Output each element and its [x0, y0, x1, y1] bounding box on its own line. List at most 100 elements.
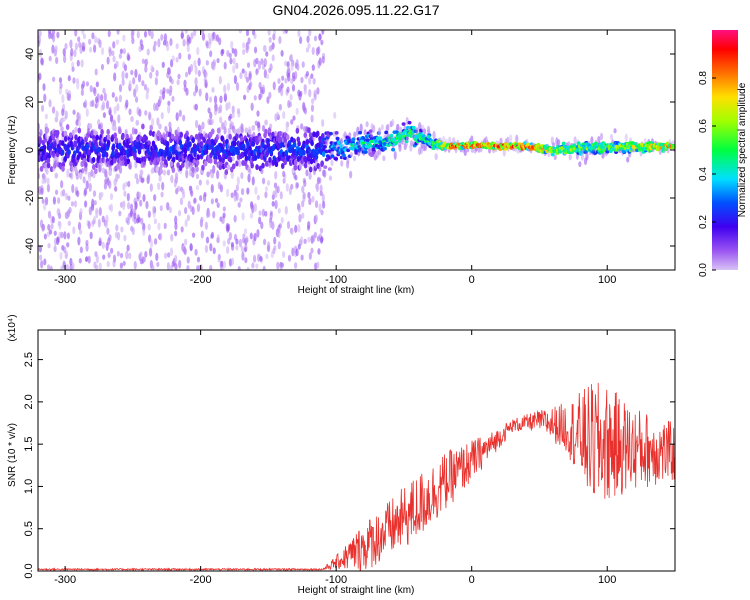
spectrogram-cell	[95, 264, 99, 270]
spectrogram-cell	[359, 123, 363, 133]
spectrogram-cell	[328, 131, 333, 136]
spectrogram-cell	[59, 82, 63, 90]
spectrogram-cell	[137, 216, 141, 223]
spectrogram-cell	[203, 160, 208, 167]
spectrogram-cell	[51, 216, 55, 224]
spectrogram-cell	[256, 228, 260, 238]
spectrogram-cell	[118, 210, 122, 217]
spectrogram-cell	[199, 141, 204, 148]
spectrogram-cell	[273, 236, 277, 245]
spectrogram-cell	[91, 203, 95, 212]
spectrogram-cell	[195, 173, 200, 180]
spectrogram-cell	[71, 184, 75, 194]
spectrogram-cell	[46, 157, 51, 164]
spectrogram-cell	[159, 205, 163, 212]
spectrogram-cell	[281, 75, 285, 81]
spectrogram-cell	[175, 112, 179, 122]
spectrogram-cell	[561, 141, 566, 146]
spectrogram-cell	[230, 40, 234, 50]
spectrogram-cell	[245, 30, 250, 37]
spectrogram-cell	[258, 210, 262, 216]
spectrogram-cell	[205, 179, 210, 186]
spectrogram-cell	[253, 154, 258, 161]
spectrogram-cell	[276, 261, 280, 270]
spectrogram-cell	[389, 133, 394, 138]
spectrogram-cell	[282, 30, 286, 35]
spectrogram-cell	[212, 211, 216, 219]
spectrogram-cell	[327, 167, 332, 171]
spectrogram-cell	[189, 63, 194, 72]
spectrogram-cell	[142, 228, 146, 236]
spectrogram-cell	[179, 197, 184, 206]
spectrogram-cell	[305, 138, 310, 145]
top-x-axis-label: Height of straight line (km)	[298, 285, 415, 296]
spectrogram-cell	[317, 46, 321, 55]
spectrogram-cell	[60, 231, 64, 239]
spectrogram-cell	[60, 149, 65, 156]
y-tick-label: -20	[24, 190, 36, 206]
spectrogram-cell	[306, 35, 310, 43]
spectrogram-cell	[153, 194, 157, 202]
spectrogram-cell	[590, 136, 594, 145]
spectrogram-cell	[69, 257, 73, 266]
spectrogram-cell	[293, 164, 298, 171]
spectrogram-cell	[252, 254, 257, 263]
spectrogram-cell	[159, 160, 164, 167]
spectrogram-cell	[321, 30, 325, 35]
spectrogram-cell	[121, 78, 125, 86]
spectrogram-cell	[59, 251, 63, 260]
spectrogram-cell	[184, 30, 188, 35]
spectrogram-cell	[144, 110, 148, 116]
spectrogram-cell	[165, 202, 169, 210]
spectrogram-cell	[48, 229, 53, 235]
spectrogram-cell	[312, 131, 316, 138]
spectrogram-cell	[306, 155, 311, 162]
spectrogram-cell	[38, 35, 41, 45]
spectrogram-cell	[568, 153, 572, 161]
spectrogram-cell	[361, 141, 366, 145]
spectrogram-cell	[204, 79, 208, 89]
spectrogram-cell	[288, 101, 292, 108]
spectrogram-cell	[98, 262, 102, 270]
spectrogram-cell	[321, 150, 326, 157]
spectrogram-cell	[308, 30, 312, 37]
spectrogram-cell	[84, 161, 88, 168]
spectrogram-cell	[300, 236, 304, 245]
spectrogram-cell	[269, 123, 273, 129]
spectrogram-cell	[128, 108, 132, 116]
spectrogram-cell	[166, 43, 170, 52]
spectrogram-cell	[177, 209, 182, 217]
spectrogram-cell	[318, 177, 322, 184]
spectrogram-cell	[47, 210, 52, 219]
spectrogram-cell	[358, 130, 363, 135]
spectrogram-cell	[71, 61, 75, 69]
spectrogram-cell	[77, 221, 82, 231]
spectrogram-cell	[115, 60, 119, 68]
spectrogram-cell	[294, 71, 298, 80]
spectrogram-cell	[294, 262, 298, 269]
spectrogram-cell	[134, 68, 138, 78]
spectrogram-cell	[302, 149, 306, 156]
spectrogram-cell	[111, 92, 115, 98]
spectrogram-cell	[113, 106, 117, 115]
spectrogram-cell	[195, 166, 199, 173]
spectrogram-cell	[75, 173, 79, 180]
spectrogram-cell	[285, 134, 290, 141]
spectrogram-cell	[144, 58, 149, 66]
spectrogram-cell	[294, 174, 298, 181]
spectrogram-cell	[282, 170, 286, 178]
spectrogram-cell	[134, 173, 139, 180]
spectrogram-cell	[235, 82, 240, 92]
spectrogram-cell	[219, 184, 224, 193]
spectrogram-cell	[199, 133, 204, 140]
spectrogram-cell	[76, 190, 80, 198]
spectrogram-cell	[40, 260, 44, 269]
spectrogram-cell	[301, 143, 306, 150]
spectrogram-cell	[74, 30, 78, 37]
spectrogram-cell	[269, 63, 273, 71]
spectrogram-cell	[296, 156, 301, 163]
spectrogram-cell	[290, 62, 294, 72]
spectrogram-cell	[176, 161, 180, 168]
spectrogram-cell	[624, 133, 628, 142]
